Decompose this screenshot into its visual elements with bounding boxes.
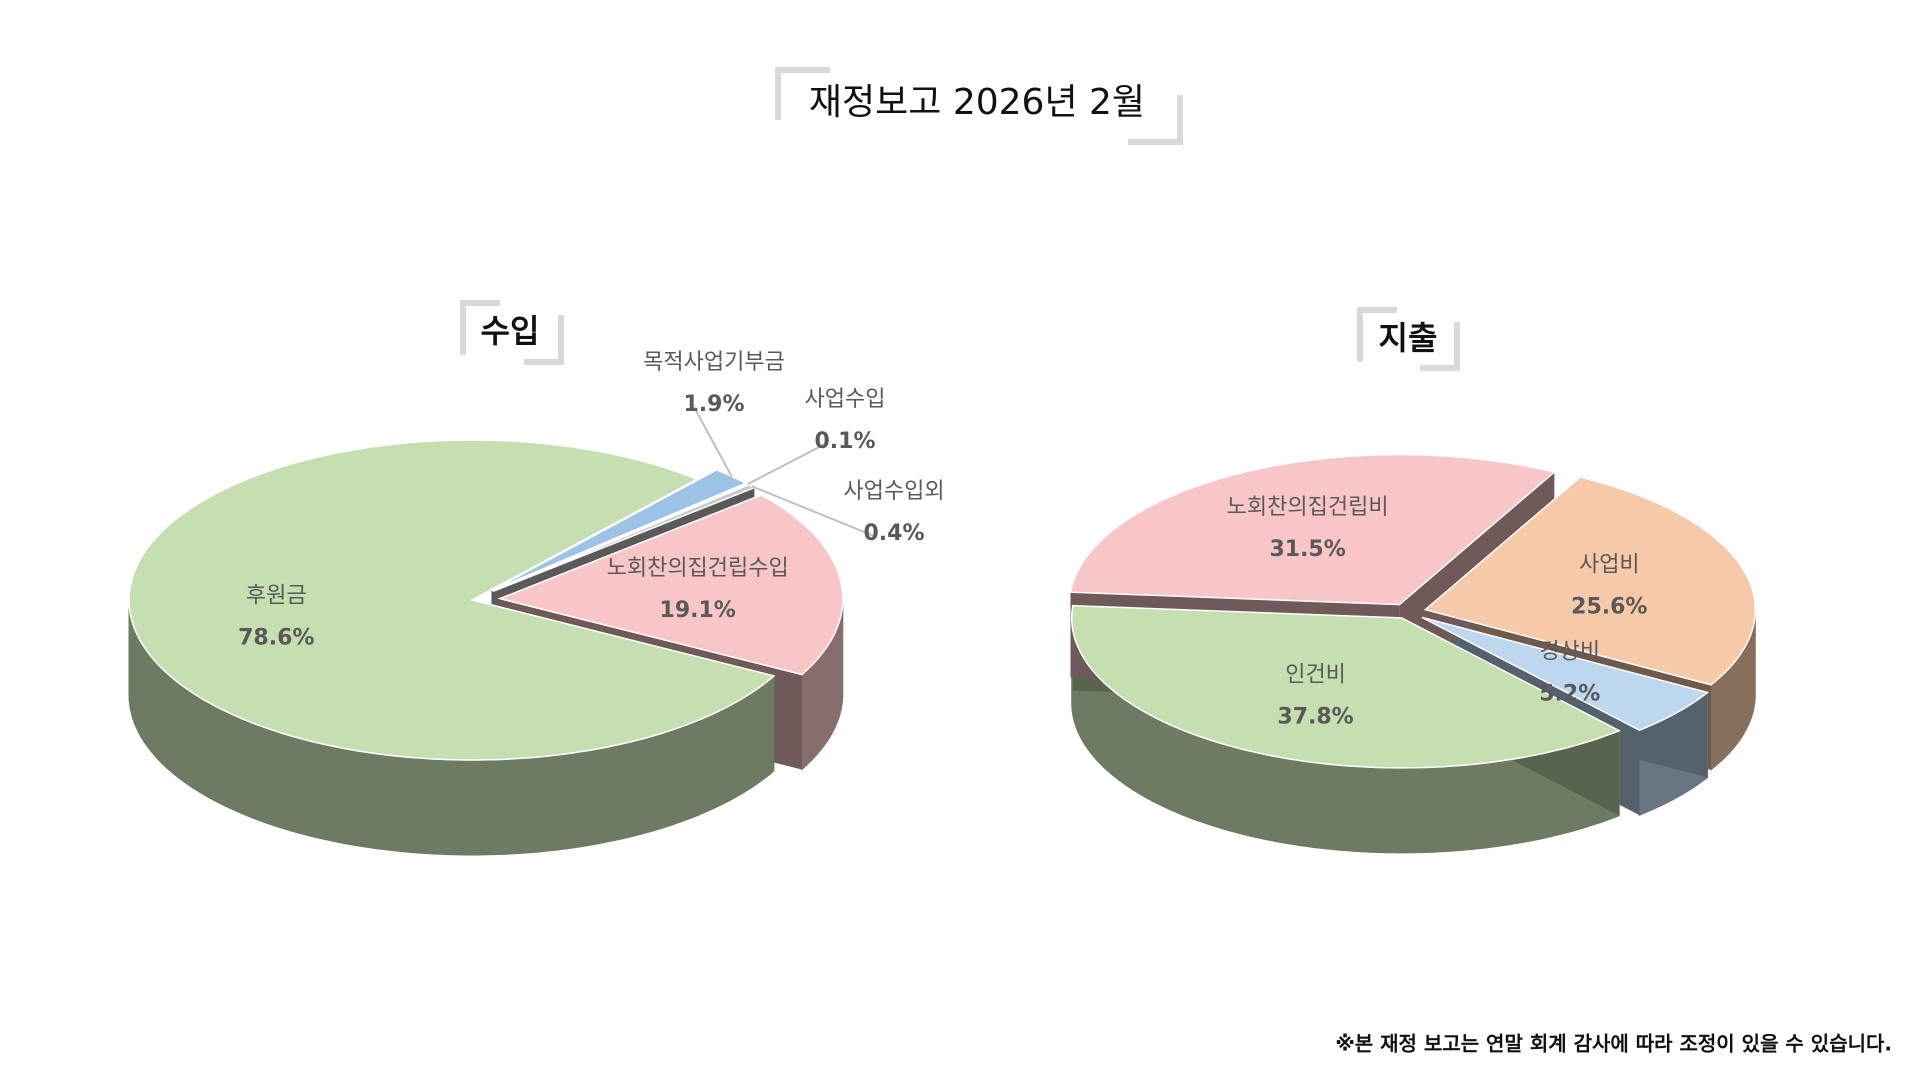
leader-line xyxy=(747,443,826,486)
value-label: 0.1% xyxy=(814,429,875,454)
title-bracket xyxy=(775,67,830,120)
footnote: ※본 재정 보고는 연말 회계 감사에 따라 조정이 있을 수 있습니다. xyxy=(1335,1032,1892,1056)
category-label: 목적사업기부금 xyxy=(643,350,785,375)
slice xyxy=(491,468,748,592)
slice xyxy=(1423,476,1757,686)
category-label: 사업수입 xyxy=(805,387,886,412)
slice xyxy=(497,494,844,676)
slice xyxy=(492,483,757,593)
pie-title: 수입 xyxy=(481,312,540,350)
value-label: 5.2% xyxy=(1539,682,1600,707)
category-label: 사업비 xyxy=(1579,553,1640,578)
category-label: 후원금 xyxy=(246,584,307,609)
leader-line xyxy=(693,406,733,477)
category-label: 노회찬의집건립비 xyxy=(1227,495,1389,520)
page-title: 재정보고 2026년 2월 xyxy=(809,82,1145,123)
title-bracket xyxy=(1128,95,1183,145)
pie-title-bracket xyxy=(1357,307,1397,362)
value-label: 37.8% xyxy=(1277,705,1353,730)
value-label: 1.9% xyxy=(683,392,744,417)
pie-title-bracket xyxy=(460,300,500,355)
slice xyxy=(1421,616,1710,732)
value-label: 31.5% xyxy=(1269,537,1345,562)
value-label: 25.6% xyxy=(1571,595,1647,620)
slice xyxy=(1069,453,1556,606)
category-label: 경상비 xyxy=(1539,640,1600,665)
pie-title-bracket xyxy=(1420,322,1460,371)
slice xyxy=(128,439,776,761)
slice xyxy=(1070,604,1622,769)
value-label: 19.1% xyxy=(660,598,736,623)
leader-line xyxy=(751,485,875,537)
category-label: 사업수입외 xyxy=(843,479,944,504)
value-label: 0.4% xyxy=(863,521,924,546)
pie-title-bracket xyxy=(524,315,564,365)
category-label: 인건비 xyxy=(1285,663,1346,688)
value-label: 78.6% xyxy=(238,626,314,651)
pie-title: 지출 xyxy=(1379,319,1438,357)
category-label: 노회찬의집건립수입 xyxy=(607,556,789,581)
